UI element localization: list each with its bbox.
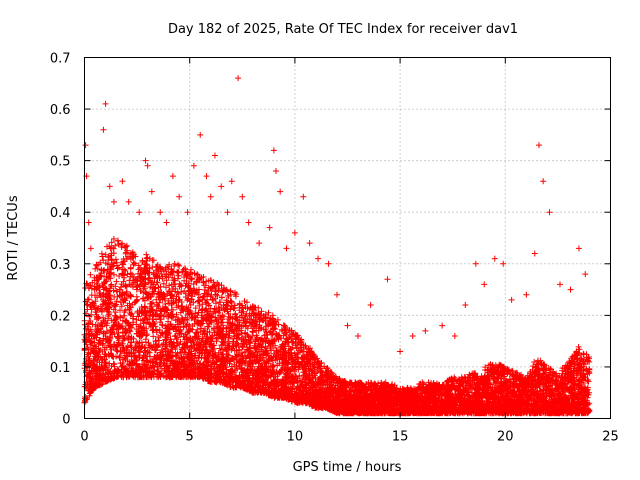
roti-outlier-point [567, 286, 574, 293]
roti-outlier-point [100, 126, 107, 133]
roti-outlier-point [272, 167, 279, 174]
roti-outlier-point [575, 245, 582, 252]
roti-outlier-point [344, 322, 351, 329]
roti-outlier-point [136, 209, 143, 216]
roti-outlier-point [315, 255, 322, 262]
x-tick-label: 0 [80, 430, 88, 445]
roti-outlier-point [207, 193, 214, 200]
y-tick-label: 0.3 [50, 258, 71, 273]
roti-outlier-point [211, 152, 218, 159]
axis-ticks [84, 57, 611, 419]
roti-outlier-point [144, 162, 151, 169]
roti-outlier-point [355, 332, 362, 339]
x-tick-label: 20 [497, 430, 514, 445]
roti-outlier-point [239, 193, 246, 200]
roti-outlier-point [451, 332, 458, 339]
roti-outlier-point [228, 178, 235, 185]
roti-outlier-point [270, 147, 277, 154]
roti-outlier-point [462, 302, 469, 309]
roti-outlier-point [82, 142, 89, 149]
x-tick-label: 25 [602, 430, 619, 445]
x-tick-label: 5 [186, 430, 194, 445]
plot-frame [84, 57, 611, 419]
roti-outlier-point [256, 240, 263, 247]
roti-outlier-point [333, 291, 340, 298]
x-tick-label: 10 [287, 430, 304, 445]
x-axis-label: GPS time / hours [293, 460, 402, 475]
y-tick-label: 0 [62, 413, 70, 428]
roti-outlier-point [125, 198, 132, 205]
roti-outlier-point [557, 281, 564, 288]
roti-outlier-point [110, 198, 117, 205]
y-tick-label: 0.5 [50, 155, 71, 170]
roti-outlier-point [291, 229, 298, 236]
roti-outlier-point [176, 193, 183, 200]
roti-outlier-point [531, 250, 538, 257]
roti-outlier-point [163, 219, 170, 226]
y-tick-label: 0.2 [50, 309, 71, 324]
roti-outlier-point [266, 224, 273, 231]
roti-outlier-point [439, 322, 446, 329]
y-tick-label: 0.6 [50, 103, 71, 118]
roti-outlier-point [87, 245, 94, 252]
roti-outlier-point [384, 276, 391, 283]
roti-outlier-point [546, 209, 553, 216]
roti-outlier-point [508, 296, 515, 303]
x-tick-label: 15 [392, 430, 409, 445]
roti-outlier-point [397, 348, 404, 355]
roti-outlier-point [106, 183, 113, 190]
roti-outlier-point [535, 142, 542, 149]
roti-outlier-point [409, 332, 416, 339]
roti-outlier-point [119, 178, 126, 185]
roti-outlier-point [235, 75, 242, 82]
y-tick-label: 0.4 [50, 206, 71, 221]
roti-outlier-point [540, 178, 547, 185]
y-tick-label: 0.7 [50, 52, 71, 67]
roti-outlier-point [500, 260, 507, 267]
roti-outlier-point [277, 188, 284, 195]
roti-outlier-point [203, 173, 210, 180]
roti-outlier-point [169, 173, 176, 180]
roti-outlier-point [325, 260, 332, 267]
roti-outlier-point [197, 131, 204, 138]
roti-outlier-point [300, 193, 307, 200]
roti-outlier-point [306, 240, 313, 247]
roti-outlier-point [157, 209, 164, 216]
roti-outlier-point [142, 157, 149, 164]
roti-outlier-point [102, 100, 109, 107]
chart-title: Day 182 of 2025, Rate Of TEC Index for r… [168, 22, 518, 37]
roti-outlier-point [472, 260, 479, 267]
roti-outlier-point [190, 162, 197, 169]
roti-outlier-point [245, 219, 252, 226]
roti-outlier-point [422, 327, 429, 334]
y-axis-label: ROTI / TECUs [6, 195, 21, 280]
roti-outlier-point [491, 255, 498, 262]
data-points [81, 75, 593, 417]
roti-outlier-point [481, 281, 488, 288]
roti-outlier-point [218, 183, 225, 190]
roti-point-cloud [81, 235, 593, 417]
roti-outlier-point [367, 302, 374, 309]
roti-outlier-point [184, 209, 191, 216]
roti-outlier-point [582, 271, 589, 278]
tick-labels: 0 5 10 15 20 25 0 0.1 0.2 0.3 0.4 0.5 0.6 0.7 [50, 52, 619, 445]
y-tick-label: 0.1 [50, 361, 71, 376]
roti-outlier-point [85, 219, 92, 226]
roti-outlier-point [523, 291, 530, 298]
roti-outlier-point [283, 245, 290, 252]
roti-outlier-point [148, 188, 155, 195]
roti-outlier-point [224, 209, 231, 216]
